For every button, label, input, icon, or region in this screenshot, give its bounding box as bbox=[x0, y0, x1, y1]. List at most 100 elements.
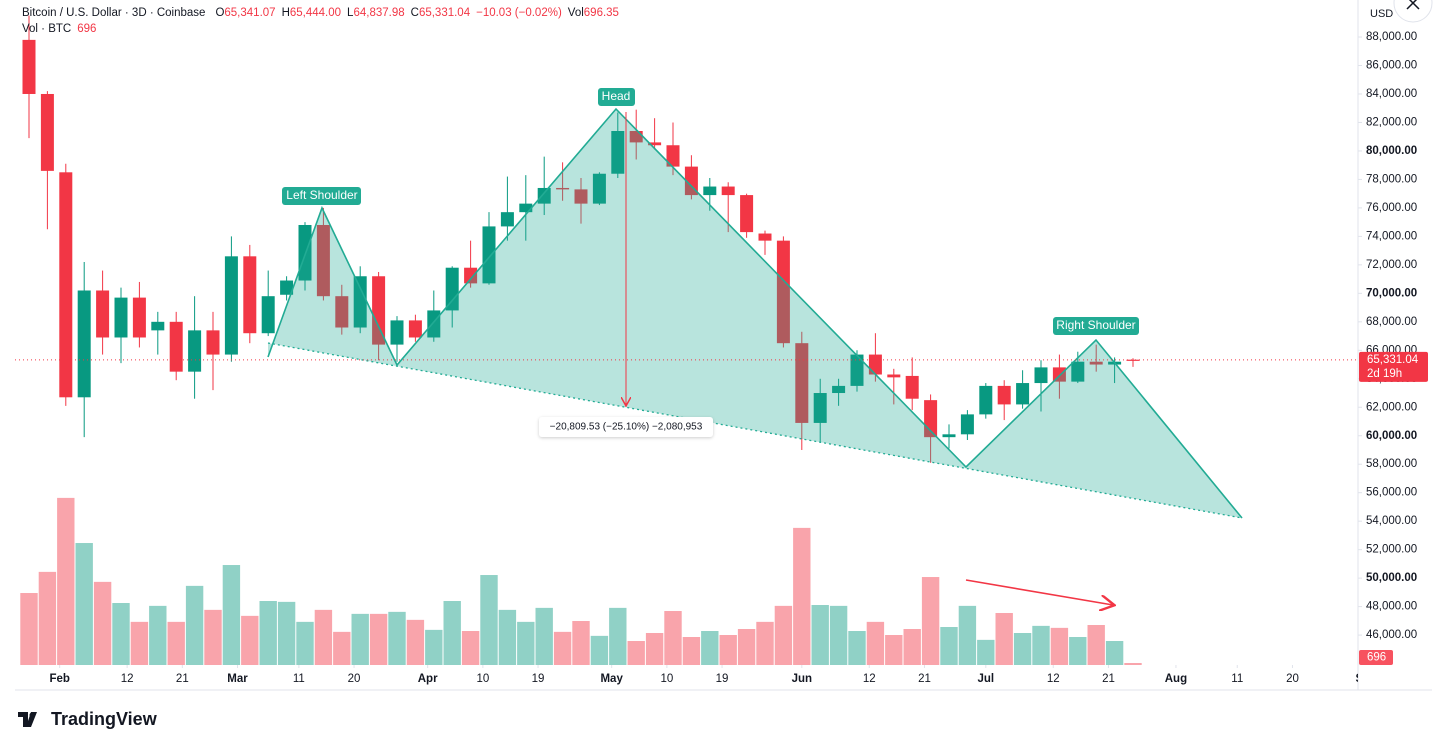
volume-bar bbox=[811, 605, 829, 665]
volume-bar bbox=[995, 613, 1013, 665]
pattern-outline bbox=[267, 107, 1243, 519]
axes-layer: 46,000.00 48,000.00 50,000.00 52,000.00 54,0… bbox=[15, 31, 1428, 685]
candle-body bbox=[629, 131, 643, 143]
y-tick-label: 76,000.00 bbox=[1366, 202, 1417, 214]
candle-body bbox=[960, 414, 974, 435]
candle-body bbox=[224, 256, 238, 355]
volume-bar bbox=[149, 605, 167, 665]
x-tick-label: 21 bbox=[176, 673, 189, 685]
y-tick-label: 62,000.00 bbox=[1366, 401, 1417, 413]
measure-tool: −20,809.53 (−25.10%) −2,080,953 bbox=[539, 112, 713, 437]
volume-bar bbox=[1050, 627, 1069, 665]
volume-bar bbox=[351, 613, 369, 665]
candle-body bbox=[335, 296, 349, 328]
x-tick-label: May bbox=[600, 673, 623, 685]
legend-key: Vol bbox=[568, 7, 584, 19]
candle-body bbox=[316, 224, 330, 297]
x-tick-label: 11 bbox=[1231, 673, 1243, 685]
volume-bar bbox=[461, 631, 480, 665]
candle-body bbox=[832, 385, 846, 394]
x-tick-label: 12 bbox=[121, 673, 134, 685]
volume-bar bbox=[167, 621, 185, 665]
volume-bar bbox=[277, 601, 296, 665]
legend-value: 65,331.04 bbox=[419, 7, 471, 19]
candle-body bbox=[188, 330, 202, 372]
candle-body bbox=[1016, 383, 1030, 405]
brand: TradingView bbox=[51, 709, 158, 729]
volume-bar bbox=[406, 619, 425, 665]
volume-bar bbox=[719, 635, 737, 665]
x-tick-label: 19 bbox=[716, 673, 729, 685]
countdown-label: 2d 19h bbox=[1367, 368, 1402, 380]
last-price-box bbox=[1359, 351, 1428, 382]
y-tick-label: 60,000.00 bbox=[1366, 430, 1417, 442]
close-button[interactable] bbox=[1393, 0, 1433, 23]
volume-last: 696 bbox=[77, 23, 96, 35]
candle-body bbox=[1126, 359, 1140, 361]
annotation: Left Shoulder bbox=[286, 188, 357, 202]
volume-bar bbox=[885, 635, 903, 665]
candle-body bbox=[519, 203, 533, 213]
volume-bar bbox=[664, 611, 682, 665]
legend-value: 64,837.98 bbox=[353, 7, 404, 19]
legend-key: O bbox=[215, 7, 224, 19]
volume-bar bbox=[1087, 625, 1105, 665]
candle-body bbox=[500, 212, 514, 227]
x-tick-label: 12 bbox=[1047, 673, 1060, 685]
candle-body bbox=[997, 385, 1011, 405]
volume-bar bbox=[535, 607, 553, 665]
y-tick-label: 50,000.00 bbox=[1366, 572, 1417, 584]
candle-body bbox=[40, 93, 54, 171]
y-tick-label: 80,000.00 bbox=[1366, 145, 1417, 157]
candle-body bbox=[445, 267, 459, 311]
x-tick-label: Apr bbox=[418, 673, 438, 685]
logo: TradingView bbox=[18, 709, 158, 729]
y-tick-label: 86,000.00 bbox=[1366, 60, 1417, 72]
volume-bar bbox=[1105, 641, 1124, 665]
volume-bar bbox=[756, 621, 774, 665]
label-box bbox=[598, 88, 635, 106]
candle-body bbox=[77, 290, 91, 398]
legend-key: H bbox=[282, 7, 290, 19]
volume-bar bbox=[645, 633, 664, 665]
close-icon[interactable] bbox=[1406, 0, 1420, 10]
candle-body bbox=[114, 297, 128, 338]
volume-bar bbox=[130, 621, 149, 665]
volume-bar bbox=[75, 543, 93, 665]
candle-body bbox=[740, 195, 754, 233]
volume-bar bbox=[259, 601, 277, 665]
volume-bar bbox=[848, 631, 866, 665]
volume-bar bbox=[1013, 633, 1032, 665]
close-circle[interactable] bbox=[1393, 0, 1433, 23]
candle-body bbox=[151, 321, 165, 331]
candle-body bbox=[372, 276, 386, 345]
volume-bar bbox=[93, 581, 112, 665]
y-tick-label: 72,000.00 bbox=[1366, 259, 1417, 271]
candle-body bbox=[169, 321, 183, 372]
volume-bar bbox=[1124, 663, 1142, 665]
y-tick-label: 48,000.00 bbox=[1366, 601, 1417, 613]
volume-bar bbox=[921, 577, 940, 665]
x-tick-label: Jul bbox=[977, 673, 994, 685]
x-tick-label: Mar bbox=[227, 673, 248, 685]
last-volume-box bbox=[1359, 650, 1393, 666]
volume-legend: Vol · BTC 696 bbox=[22, 23, 96, 35]
candle-body bbox=[850, 354, 864, 386]
volume-bar bbox=[388, 611, 406, 665]
candle-body bbox=[96, 290, 110, 338]
last-price-label: 65,331.04 bbox=[1367, 354, 1419, 366]
volume-bar bbox=[609, 607, 627, 665]
volume-bar bbox=[866, 621, 885, 665]
volume-bar bbox=[241, 615, 259, 665]
x-tick-label: 21 bbox=[918, 673, 931, 685]
y-tick-label: 58,000.00 bbox=[1366, 458, 1417, 470]
volume-bar bbox=[737, 629, 756, 665]
candle-body bbox=[353, 276, 367, 328]
candle-body bbox=[905, 375, 919, 399]
y-tick-label: 68,000.00 bbox=[1366, 316, 1417, 328]
last-volume-label: 696 bbox=[1367, 652, 1386, 664]
volume-bar bbox=[829, 605, 848, 665]
candle-body bbox=[280, 280, 294, 295]
candle-body bbox=[648, 142, 662, 146]
